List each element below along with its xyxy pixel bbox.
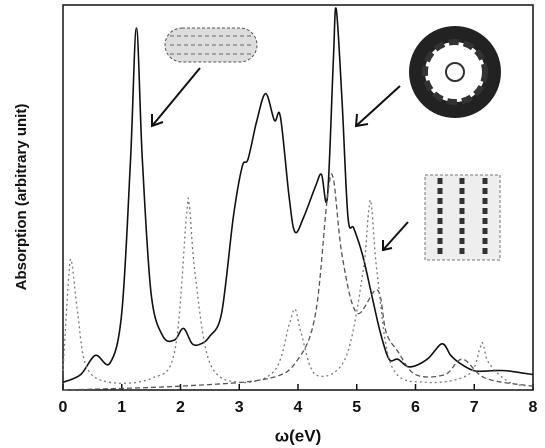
x-tick-label: 5: [352, 399, 361, 416]
inset-tube-wall: [425, 175, 500, 260]
page: Absorption (arbitrary unit) ω(eV) 0 1 2 3 4 5…: [0, 0, 545, 448]
x-tick-label: 0: [59, 399, 68, 416]
inset-tube-side: [165, 28, 257, 62]
x-tick-label: 6: [411, 399, 420, 416]
y-axis-label: Absorption (arbitrary unit): [13, 104, 30, 291]
x-axis-label: ω(eV): [275, 426, 321, 445]
chart: Absorption (arbitrary unit) ω(eV) 0 1 2 3 4 5…: [0, 0, 545, 448]
inset-tube-end: [409, 26, 501, 118]
x-tick-label: 8: [529, 399, 538, 416]
x-tick-label: 3: [235, 399, 244, 416]
x-tick-label: 7: [470, 399, 479, 416]
x-tick-label: 4: [294, 399, 303, 416]
x-tick-label: 2: [176, 399, 185, 416]
x-tick-label: 1: [117, 399, 126, 416]
